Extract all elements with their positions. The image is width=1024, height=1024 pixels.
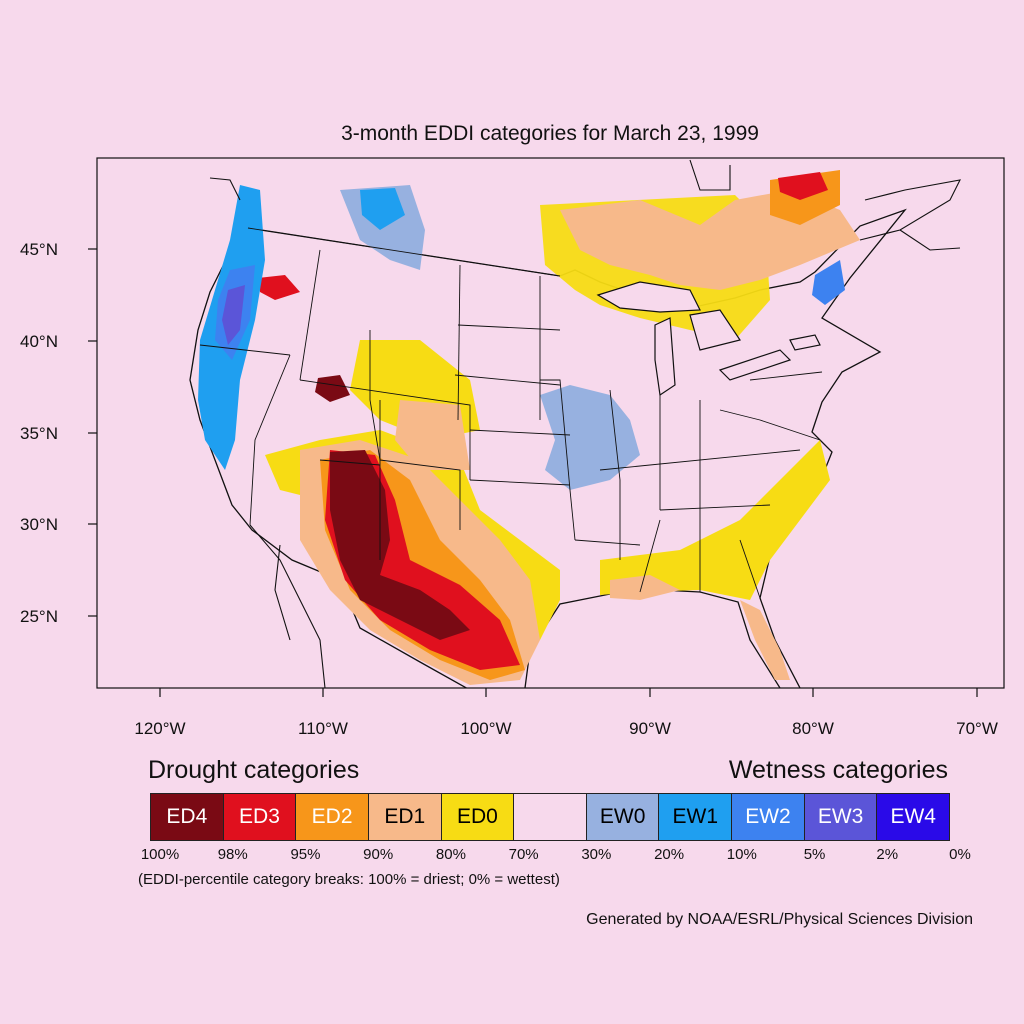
breaks-note: (EDDI-percentile category breaks: 100% =… [138, 871, 560, 888]
map-title: 3-month EDDI categories for March 23, 19… [341, 122, 759, 145]
legend-box-ed4: ED4 [151, 794, 224, 840]
lat-label-30: 30°N [20, 515, 58, 534]
lat-label-40: 40°N [20, 332, 58, 351]
legend-box-ed1: ED1 [368, 794, 442, 840]
lat-label-45: 45°N [20, 240, 58, 259]
region-ed4-utah [315, 375, 350, 402]
percentile-label: 2% [876, 846, 899, 863]
legend-box-neutral [514, 794, 587, 840]
lon-label-110: 110°W [298, 719, 348, 738]
great-lakes [596, 281, 821, 397]
lat-ticks [88, 248, 97, 617]
lat-label-25: 25°N [20, 607, 58, 626]
legend-box-ew0: EW0 [586, 794, 660, 840]
wetness-categories-heading: Wetness categories [728, 756, 948, 784]
legend-box-ew3: EW3 [804, 794, 878, 840]
map-area [189, 159, 961, 688]
lon-label-120: 120°W [134, 719, 185, 738]
percentile-label: 70% [508, 846, 539, 863]
percentile-label: 0% [949, 846, 971, 863]
map-plot: 45°N 40°N 35°N 30°N 25°N 120°W 110°W 100… [20, 157, 1005, 738]
lon-label-80: 80°W [792, 719, 834, 738]
state-borders [199, 227, 823, 599]
legend-box-ew2: EW2 [732, 794, 805, 840]
percentile-label: 10% [726, 846, 757, 863]
lon-label-100: 100°W [460, 719, 511, 738]
percentile-label: 80% [435, 846, 466, 863]
drought-categories-heading: Drought categories [148, 756, 360, 784]
lon-label-70: 70°W [956, 719, 998, 738]
percentile-label: 98% [217, 846, 248, 863]
percentile-label: 90% [363, 846, 394, 863]
map-frame [96, 157, 1005, 689]
percentile-label: 5% [803, 846, 826, 863]
region-ed1-florida [740, 600, 790, 680]
region-ew2-newyork [812, 260, 845, 305]
region-ed3-oregon [258, 275, 300, 300]
region-ed4-southwest [330, 450, 470, 640]
percentile-breaks: 100% 98% 95% 90% 80% 70% 30% 20% 10% 5% 2% 0% [0, 846, 1024, 866]
region-ed1-colorado [395, 400, 470, 470]
lon-ticks [159, 688, 978, 697]
legend-box-ed0: ED0 [441, 794, 515, 840]
region-ed0-southeast [600, 440, 830, 600]
credit-line: Generated by NOAA/ESRL/Physical Sciences… [586, 911, 973, 928]
legend-box-ed3: ED3 [223, 794, 297, 840]
region-ew1-idaho [360, 188, 405, 230]
percentile-label: 20% [654, 846, 685, 863]
canada-coast [209, 159, 961, 251]
category-regions [198, 170, 860, 685]
category-legend: ED4 ED3 ED2 ED1 ED0 EW0 EW1 EW2 EW3 EW4 [150, 793, 950, 841]
region-ed3-maine [778, 172, 828, 200]
lon-label-90: 90°W [629, 719, 671, 738]
region-ew0-midwest [540, 385, 640, 490]
mexico-coast [249, 524, 326, 688]
percentile-label: 30% [581, 846, 612, 863]
region-ed1-gulf [610, 575, 680, 600]
legend-box-ew1: EW1 [659, 794, 733, 840]
percentile-label: 95% [290, 846, 321, 863]
lat-label-35: 35°N [20, 424, 58, 443]
legend-box-ew4: EW4 [877, 794, 950, 840]
legend-box-ed2: ED2 [296, 794, 369, 840]
percentile-label: 100% [140, 846, 180, 863]
region-ew3-westcoast [222, 285, 245, 345]
